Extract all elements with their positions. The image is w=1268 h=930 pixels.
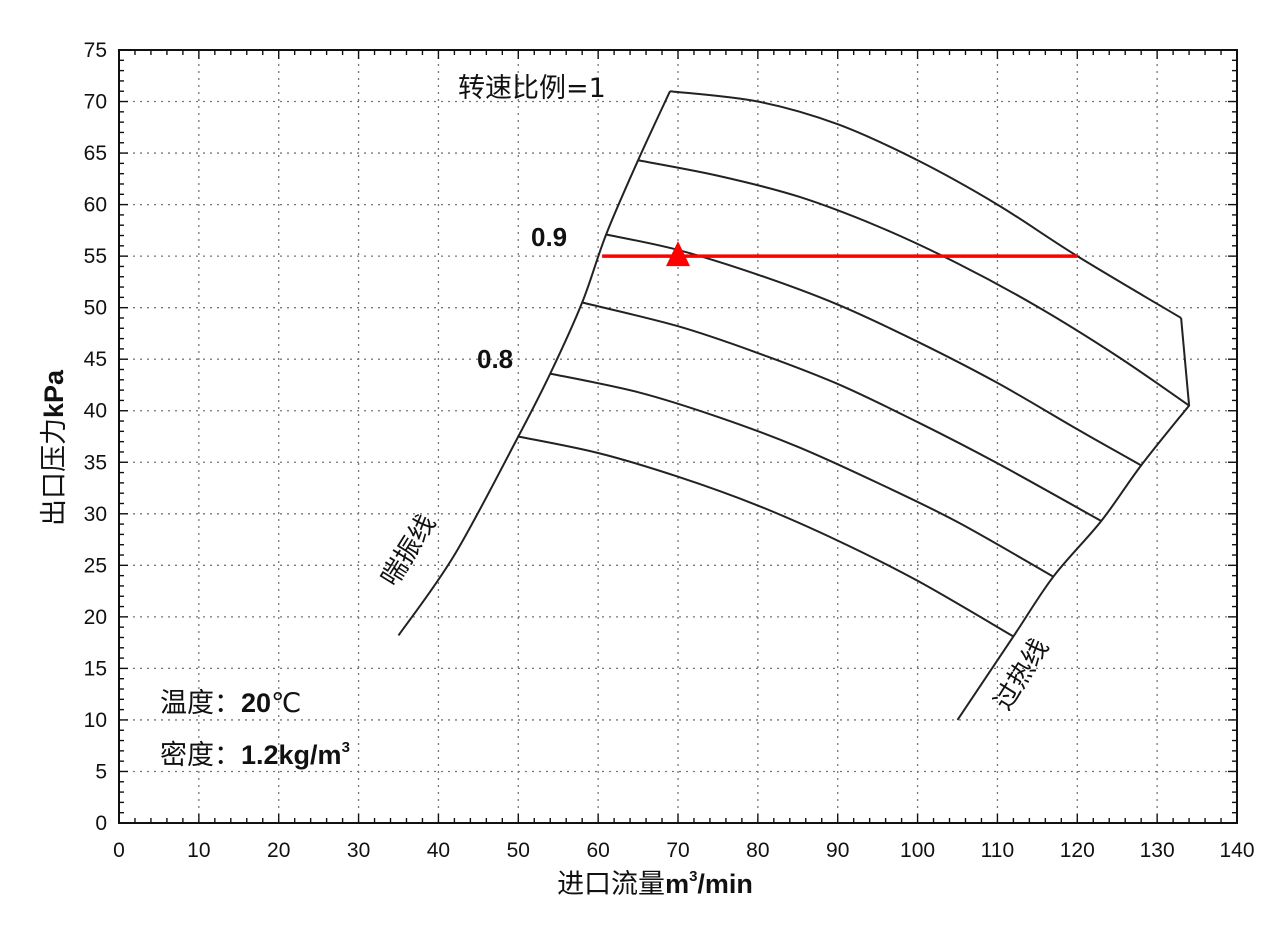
speed-ratio-08-label: 0.8 [477,344,513,374]
series-speed-0.9 [605,233,1142,467]
density-value: 1.2kg/m [241,740,342,770]
y-axis-label-text: 出口压力 [39,418,70,526]
x-axis-label-text: 进口流量 [557,869,665,900]
x-tick-label: 70 [666,839,689,862]
y-tick-label: 35 [84,451,107,474]
series-speed-0.95 [637,159,1190,407]
x-tick-label: 80 [746,839,769,862]
grid [119,50,1237,823]
x-tick-label: 60 [586,839,609,862]
density-annotation: 密度：1.2kg/m3 [160,739,350,771]
y-tick-labels: 0 5 10 15 20 25 30 35 40 45 50 55 60 65 70 75 [84,39,107,835]
y-tick-label: 70 [84,91,107,114]
y-tick-label: 60 [84,194,107,217]
x-tick-label: 10 [187,839,210,862]
series-speed-1.0 [669,90,1182,319]
y-tick-label: 40 [84,400,107,423]
speed-ratio-09-label: 0.9 [531,222,567,252]
x-tick-label: 120 [1060,839,1095,862]
x-tick-label: 50 [507,839,530,862]
y-tick-label: 20 [84,606,107,629]
x-tick-label: 40 [427,839,450,862]
series-speed-0.75 [518,435,1014,638]
temperature-value: 20 [241,688,271,718]
density-label: 密度： [160,740,241,771]
y-tick-label: 25 [84,554,107,577]
x-tick-label: 130 [1140,839,1175,862]
density-sup: 3 [342,739,350,756]
series-speed-0.85 [581,301,1102,522]
series-speed-0.8 [550,372,1054,578]
y-axis-label: 出口压力kPa [39,369,70,526]
x-axis-unit-sup: 3 [689,868,697,885]
y-tick-label: 45 [84,348,107,371]
y-tick-label: 0 [95,812,107,835]
series-overheat-line [956,317,1191,721]
y-tick-label: 10 [84,709,107,732]
x-axis-unit-rest: /min [697,869,753,899]
x-tick-labels: 0 10 20 30 40 50 60 70 80 90 100 110 120 130 140 [113,839,1254,862]
x-tick-label: 110 [981,839,1014,862]
surge-line-label: 喘振线 [375,510,442,592]
y-axis-unit: kPa [39,369,69,418]
temperature-unit: ℃ [271,688,301,719]
y-tick-label: 65 [84,142,107,165]
speed-ratio-1-label: 转速比例=1 [458,73,606,104]
x-axis-label: 进口流量m3/min [557,868,753,900]
y-tick-label: 50 [84,297,107,320]
x-tick-label: 100 [900,839,935,862]
y-tick-label: 15 [84,657,107,680]
series-group [397,90,1191,721]
overheat-line-label: 过热线 [988,634,1055,716]
y-tick-label: 55 [84,245,107,268]
x-tick-label: 30 [347,839,370,862]
x-tick-label: 140 [1219,839,1254,862]
series-surge-line [397,90,671,636]
minor-ticks [118,49,1238,824]
x-tick-label: 90 [826,839,849,862]
x-tick-label: 20 [267,839,290,862]
y-tick-label: 30 [84,503,107,526]
y-tick-label: 5 [95,760,107,783]
y-tick-label: 75 [84,39,107,62]
x-tick-label: 0 [113,839,125,862]
x-axis-unit: m [665,869,689,899]
temperature-annotation: 温度：20℃ [160,688,301,719]
operating-point-marker [666,241,690,267]
temperature-label: 温度： [160,688,241,719]
